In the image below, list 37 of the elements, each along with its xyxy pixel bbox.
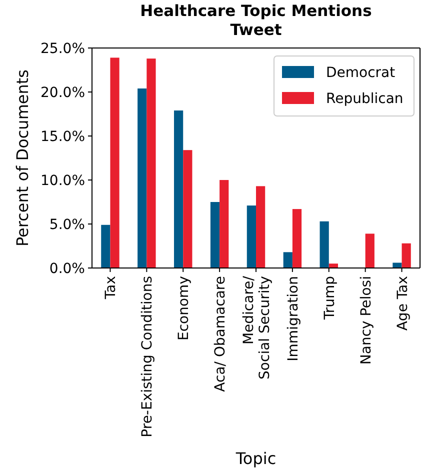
- bar: [138, 88, 147, 268]
- bar: [283, 252, 292, 268]
- x-tick-label: Trump: [322, 276, 338, 321]
- bar: [210, 202, 220, 268]
- chart-title: Healthcare Topic Mentions Tweet: [140, 2, 372, 39]
- y-tick-label: 5.0%: [49, 217, 85, 233]
- bar: [110, 58, 120, 268]
- bar: [174, 110, 184, 268]
- bar: [392, 262, 402, 268]
- y-tick-label: 10.0%: [40, 173, 85, 189]
- bar: [256, 186, 266, 268]
- y-tick-label: 15.0%: [40, 129, 85, 145]
- x-tick-label: Pre-Existing Conditions: [140, 276, 156, 438]
- x-tick-label: Aca/ Obamacare: [212, 276, 229, 392]
- y-tick-label: 20.0%: [40, 85, 85, 101]
- legend-label: Republican: [326, 91, 404, 107]
- x-tick-label: Economy: [176, 276, 192, 340]
- bar: [146, 58, 156, 268]
- bar: [328, 264, 338, 268]
- bar: [220, 180, 229, 268]
- y-axis-title: Percent of Documents: [13, 69, 32, 247]
- bar: [365, 234, 374, 268]
- bar: [320, 221, 329, 268]
- x-tick-label: Immigration: [285, 276, 302, 362]
- y-tick-label: 25.0%: [40, 41, 85, 57]
- bar: [246, 206, 256, 268]
- bar: [183, 150, 192, 268]
- bar: [402, 243, 411, 268]
- x-tick-label: Age Tax: [394, 276, 411, 331]
- x-tick-label: Nancy Pelosi: [358, 276, 374, 365]
- y-tick-label: 0.0%: [49, 261, 85, 277]
- bar: [292, 209, 302, 268]
- x-axis-title: Topic: [234, 449, 276, 468]
- x-tick-label: Tax: [103, 276, 120, 300]
- x-tick-label: Medicare/ Social Security: [241, 276, 273, 380]
- legend-label: Democrat: [326, 65, 396, 81]
- bar: [101, 224, 110, 268]
